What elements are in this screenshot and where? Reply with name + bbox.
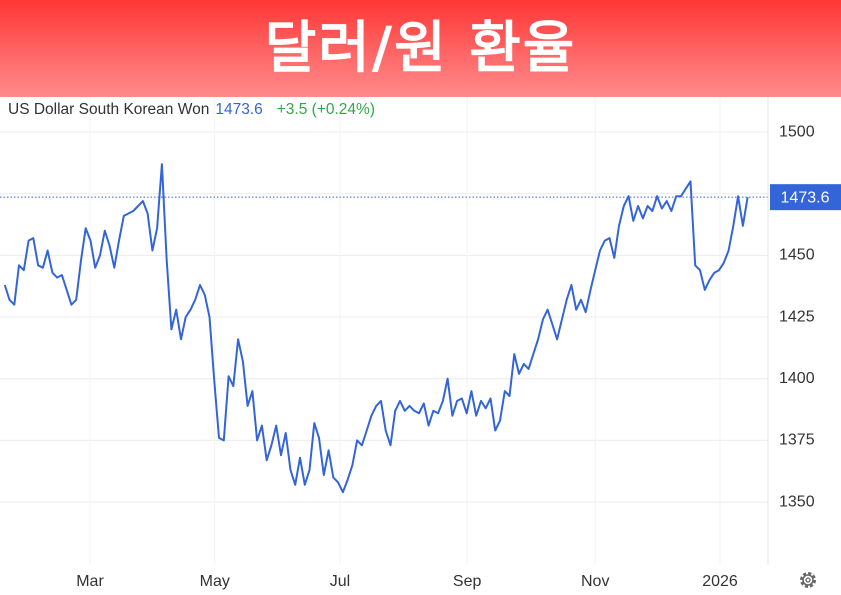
- y-tick-label: 1425: [779, 308, 815, 325]
- last-price-label: 1473.6: [781, 189, 830, 206]
- legend: US Dollar South Korean Won 1473.6 +3.5 (+0…: [8, 101, 375, 118]
- y-tick-label: 1350: [779, 493, 815, 510]
- x-tick-label: Sep: [453, 573, 482, 590]
- chart: 1350 1375 1400 1425 1450 1500 Mar May Jul Sep Nov 2…: [0, 97, 841, 590]
- gear-teeth: [800, 572, 816, 588]
- gear-ring: [802, 574, 814, 586]
- x-tick-label: Mar: [76, 573, 104, 590]
- banner-title: 달러/원 환율: [264, 16, 577, 81]
- y-tick-label: 1450: [779, 247, 815, 264]
- x-tick-label: May: [200, 573, 230, 590]
- settings-icon[interactable]: [800, 572, 816, 588]
- last-price-box: [770, 184, 841, 211]
- price-change: +3.5 (+0.24%): [277, 101, 375, 118]
- price-line: [3, 163, 749, 494]
- y-tick-label: 1500: [779, 123, 815, 140]
- last-price: 1473.6: [215, 101, 262, 118]
- series-name: US Dollar South Korean Won: [8, 101, 209, 118]
- banner: 달러/원 환율: [0, 0, 841, 97]
- x-tick-label: Nov: [581, 573, 609, 590]
- x-tick-label: Jul: [330, 573, 350, 590]
- x-tick-label: 2026: [702, 573, 738, 590]
- gear-hole: [805, 577, 811, 583]
- y-tick-label: 1375: [779, 432, 815, 449]
- y-tick-label: 1400: [779, 370, 815, 387]
